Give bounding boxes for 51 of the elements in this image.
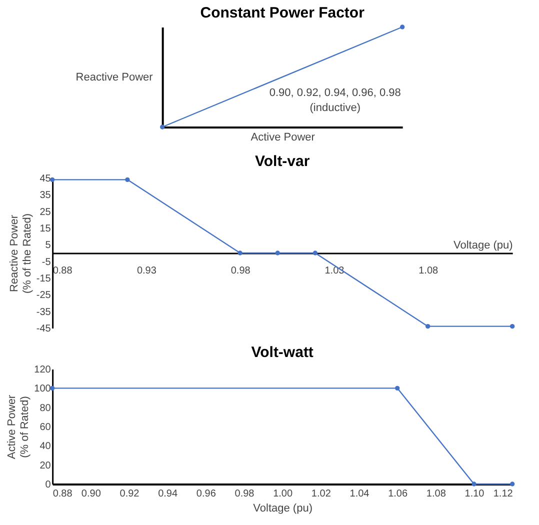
y-tick-label: 0 — [45, 480, 52, 490]
point — [275, 250, 280, 256]
chart-title: Volt-var — [254, 153, 310, 170]
x-tick-label: 0.90 — [81, 488, 102, 500]
y-tick-label: -15 — [36, 274, 52, 284]
y-tick-label: 20 — [40, 460, 52, 472]
point — [425, 324, 430, 329]
y-axis-title: Reactive Power (% of the Rated) — [8, 213, 34, 294]
y-tick-label: -45 — [36, 324, 52, 334]
x-tick-label: 1.12 — [493, 488, 514, 500]
annotation: (inductive) — [310, 102, 360, 114]
y-tick-label: 80 — [40, 402, 52, 414]
x-tick-label: 0.93 — [136, 266, 157, 276]
x-tick-label: 0.98 — [234, 488, 255, 500]
y-tick-label: 120 — [34, 364, 52, 376]
y-tick-label: 60 — [40, 422, 52, 433]
y-axis-title: Active Power (% of Rated) — [6, 394, 32, 460]
point — [125, 177, 130, 182]
x-axis-title: Active Power — [250, 132, 316, 144]
point — [510, 324, 515, 329]
x-tick-label: 1.06 — [388, 488, 408, 500]
y-tick-label: -25 — [36, 290, 52, 302]
y-axis-title: Reactive Power — [76, 72, 154, 84]
x-axis-title: Voltage (pu) — [454, 240, 513, 252]
x-tick-label: 0.98 — [230, 266, 251, 276]
y-tick-label: 25 — [40, 206, 52, 218]
annotation: 0.90, 0.92, 0.94, 0.96, 0.98 — [269, 87, 401, 99]
point — [238, 250, 242, 256]
point — [312, 250, 318, 256]
x-tick-label: 0.92 — [120, 488, 140, 500]
y-tick-label: 5 — [45, 240, 52, 252]
x-tick-label: 1.08 — [426, 488, 446, 500]
y-tick-label: 15 — [40, 224, 52, 234]
y-tick-label: -5 — [42, 256, 52, 268]
y-tick-label: 100 — [34, 384, 52, 395]
x-tick-label: 1.08 — [418, 266, 439, 276]
y-tick-label: -35 — [36, 306, 52, 318]
y-tick-label: 40 — [40, 441, 52, 452]
y-tick-label: 45 — [40, 174, 52, 184]
y-tick-label: 35 — [40, 190, 52, 202]
x-tick-label: 1.10 — [464, 488, 485, 500]
x-tick-label: 0.94 — [158, 488, 178, 500]
x-tick-label: 1.00 — [273, 488, 293, 500]
x-tick-label: 1.02 — [311, 488, 332, 500]
x-tick-label: 0.96 — [196, 488, 216, 500]
chart-title: Volt-watt — [251, 344, 314, 361]
x-tick-label: 0.88 — [52, 266, 73, 276]
x-tick-label: 0.88 — [52, 488, 73, 500]
chart-title: Constant Power Factor — [200, 4, 365, 22]
x-tick-label: 1.04 — [350, 488, 370, 500]
x-axis-title: Voltage (pu) — [253, 502, 312, 514]
